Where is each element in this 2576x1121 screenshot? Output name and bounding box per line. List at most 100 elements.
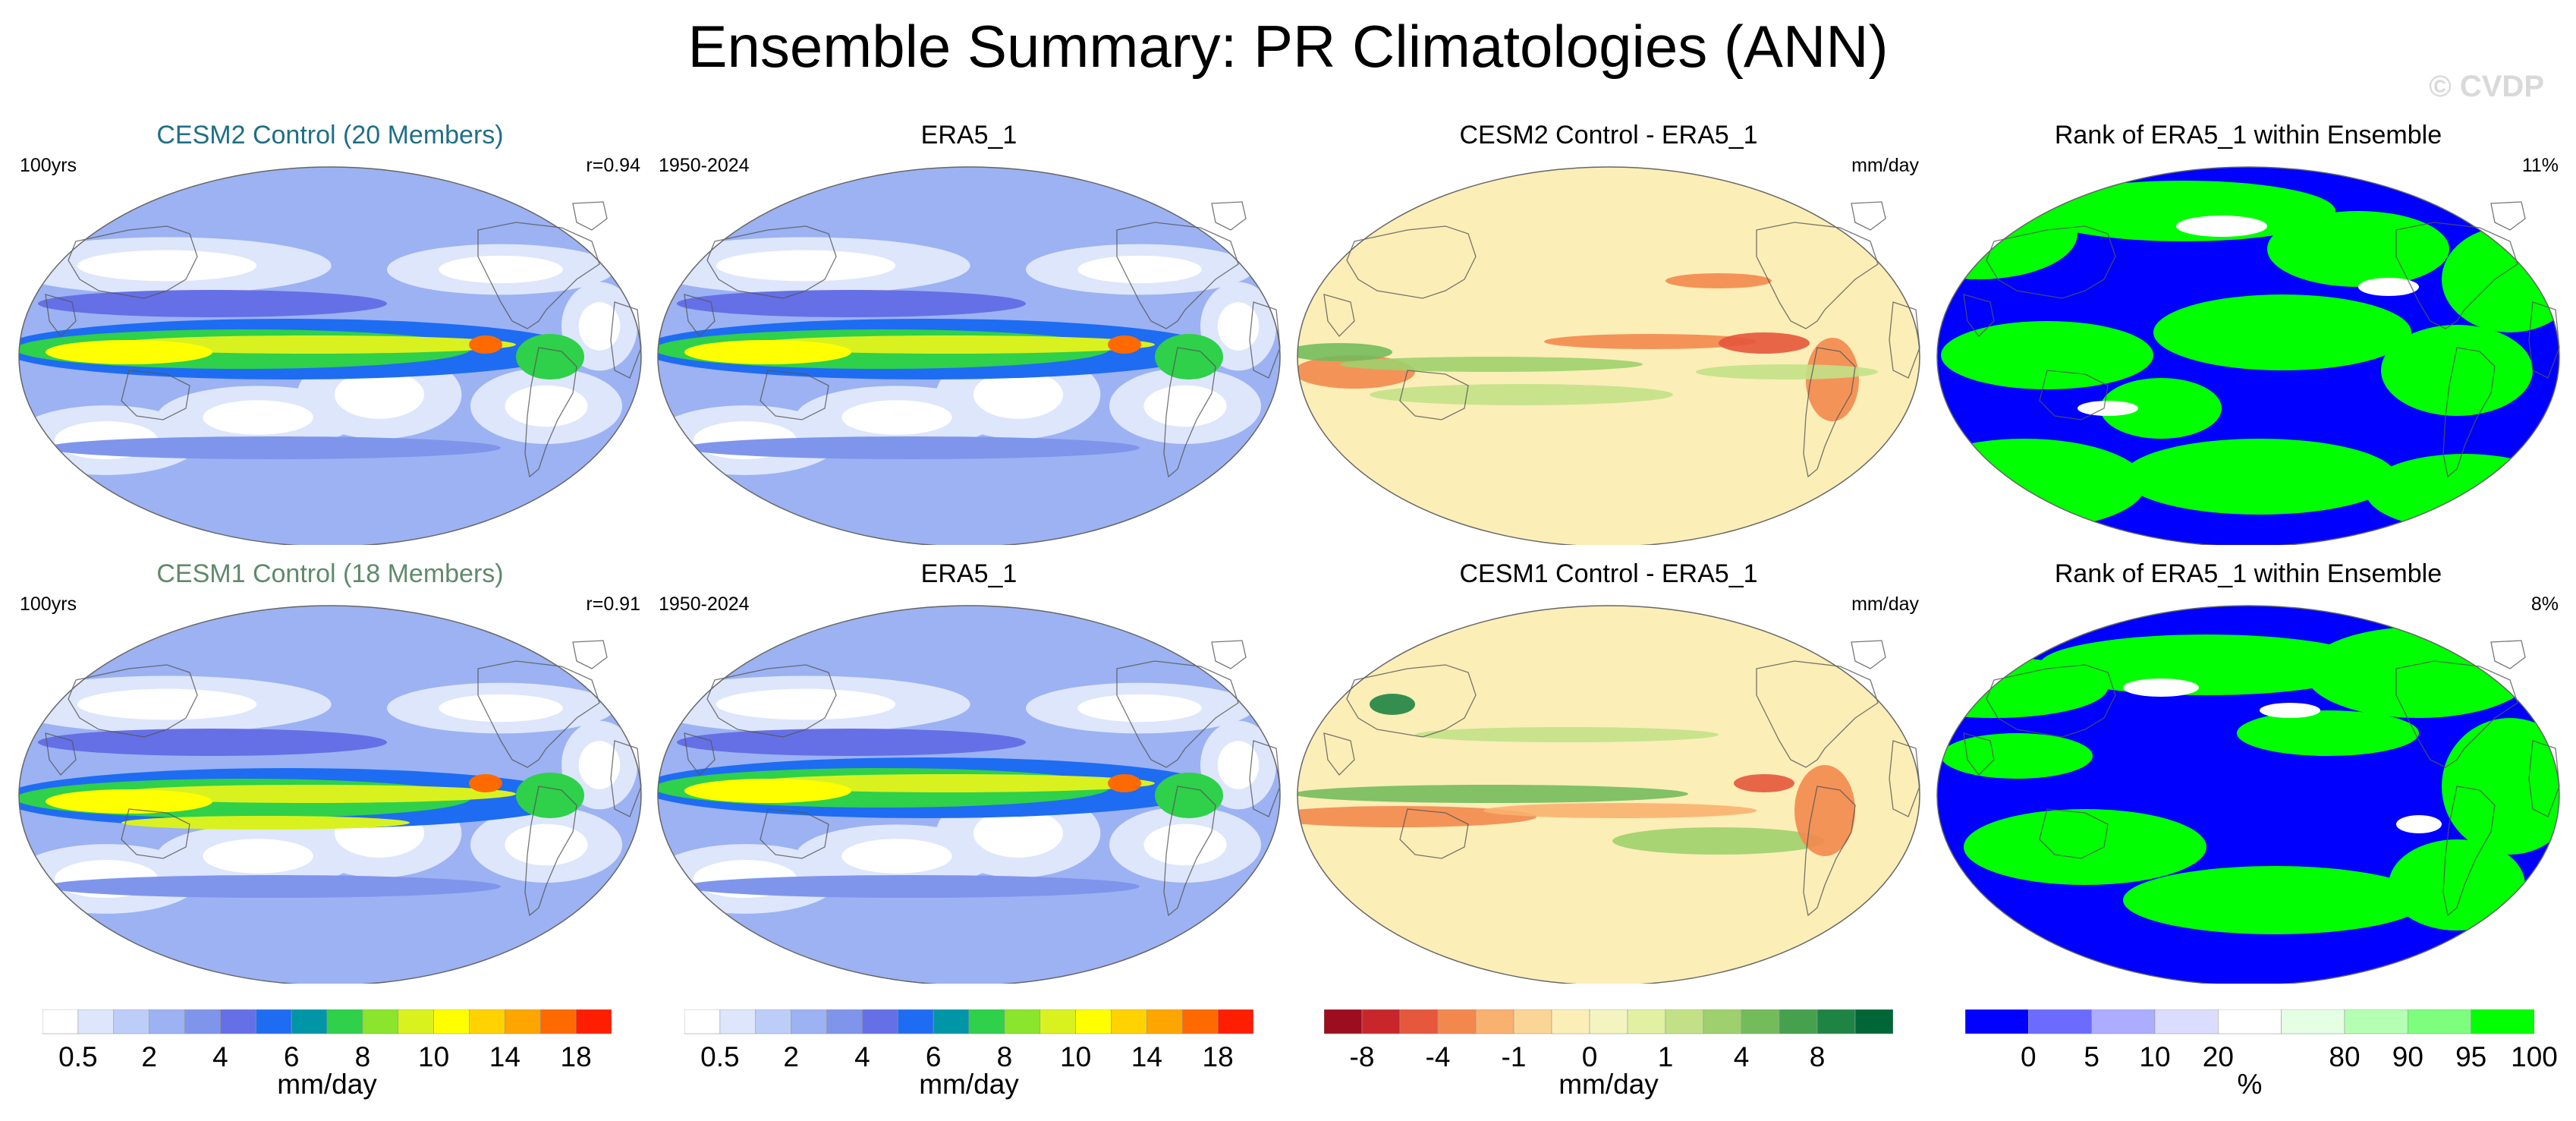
dry-core [578, 302, 621, 351]
panel-percent-label: 11% [2521, 155, 2559, 176]
colorbar-tick-label: -8 [1349, 1041, 1375, 1072]
colorbar-swatch [149, 1009, 185, 1034]
map-border [18, 166, 642, 545]
dry-core [203, 839, 313, 874]
colorbar-swatch [42, 1009, 79, 1034]
diff-anomaly [1297, 806, 1536, 827]
coastline [1323, 294, 1355, 337]
coastline [760, 370, 829, 420]
dry-core [1143, 385, 1227, 427]
coastline [1399, 370, 1469, 420]
storm-track [677, 290, 1026, 317]
diff-anomaly [1415, 727, 1719, 742]
rank-high-region [1964, 809, 2206, 885]
precip-max [469, 774, 502, 792]
coastline [572, 640, 608, 669]
diff-anomaly [1339, 357, 1643, 372]
panel-title: CESM1 Control - ERA5_1 [1459, 559, 1758, 588]
diff-anomaly [1734, 774, 1794, 792]
colorbar-swatch [1779, 1009, 1818, 1034]
precip-map [18, 166, 642, 545]
coastlines [45, 201, 642, 478]
coastline [1211, 201, 1247, 231]
colorbar-tick-label: -4 [1425, 1041, 1451, 1072]
coastline [1249, 301, 1281, 379]
storm-track [46, 875, 501, 898]
panel-title: Rank of ERA5_1 within Ensemble [2054, 121, 2442, 150]
dry-core [1077, 694, 1202, 723]
dry-core [973, 809, 1064, 858]
colorbar-tick-label: -1 [1501, 1041, 1527, 1072]
colorbar-tick-label: 100 [2511, 1041, 2558, 1072]
diff-anomaly [1370, 694, 1415, 715]
storm-track [38, 729, 387, 756]
colorbar-swatch [220, 1009, 256, 1034]
rank-high-region [2153, 294, 2411, 370]
precip-field [658, 606, 1280, 984]
colorbar-swatch [1217, 1009, 1253, 1034]
dry-core [716, 250, 896, 282]
panel-title: ERA5_1 [920, 559, 1018, 588]
coastline [706, 225, 837, 299]
panel-title: Rank of ERA5_1 within Ensemble [2054, 559, 2442, 588]
colorbar-tick-label: 2 [783, 1041, 799, 1072]
dry-core [334, 370, 425, 419]
precip-max [1108, 335, 1141, 354]
rank-high-region [1941, 321, 2153, 389]
amazon-rain [516, 334, 584, 379]
coastline [2039, 370, 2109, 420]
map-border [657, 166, 1281, 545]
coastline [1986, 225, 2116, 299]
colorbar-swatch [719, 1009, 756, 1034]
colorbar-tick-label: 18 [560, 1041, 592, 1072]
dry-core [578, 741, 621, 789]
coastline [68, 225, 198, 299]
colorbar-swatch [1111, 1009, 1147, 1034]
panel-correlation-label: r=0.94 [586, 155, 640, 176]
colorbar-swatch [1475, 1009, 1514, 1034]
panel-title: CESM1 Control (18 Members) [156, 559, 504, 588]
colorbar-swatch [1854, 1009, 1893, 1034]
colorbar-swatch [1965, 1009, 2029, 1034]
dry-core [1077, 255, 1202, 284]
coastline [1756, 660, 1879, 768]
colorbar-tick-label: 4 [1733, 1041, 1750, 1072]
dry-core [1217, 741, 1260, 789]
colorbar-swatch [791, 1009, 827, 1034]
rank-high-region [1941, 733, 2093, 779]
colorbar-swatch [897, 1009, 934, 1034]
cvdp-watermark: © CVDP [2429, 70, 2544, 103]
colorbar-swatch [2344, 1009, 2408, 1034]
colorbar-swatch [862, 1009, 898, 1034]
panel-unit-label: mm/day [1851, 594, 1919, 615]
colorbar-swatch [1816, 1009, 1856, 1034]
colorbar-swatch [539, 1009, 577, 1034]
coastline [1116, 222, 1239, 329]
panel-cesm1-climatology: CESM1 Control (18 Members) 100yrs r=0.91 [15, 559, 645, 984]
rank-map [1936, 166, 2560, 545]
warm-pool [46, 340, 212, 364]
colorbar-tick-label: 10 [1060, 1041, 1092, 1072]
panel-cesm2-minus-era5: CESM2 Control - ERA5_1 mm/day [1294, 120, 1923, 545]
rank-mid-region [2176, 216, 2267, 237]
colorbar-tick-label: 8 [1809, 1041, 1826, 1072]
colorbar-swatch [1741, 1009, 1780, 1034]
colorbar-swatches [42, 1009, 612, 1034]
coastline [45, 732, 77, 776]
coastline [706, 664, 837, 738]
precip-field [19, 606, 641, 984]
precip-max [1108, 774, 1141, 792]
rank-high-region [2381, 325, 2533, 416]
diff-anomaly [1612, 827, 1825, 855]
diff-anomaly [1544, 334, 1757, 349]
dry-core [203, 400, 313, 435]
panel-unit-label: mm/day [1851, 155, 1919, 176]
coastline [1851, 201, 1886, 231]
storm-track [677, 729, 1026, 756]
dry-core [505, 385, 588, 427]
colorbar-tick-label: 0 [1581, 1041, 1598, 1072]
precip-max [469, 335, 502, 354]
coastline [1851, 640, 1886, 669]
coastlines [684, 640, 1281, 917]
colorbar-swatch [1324, 1009, 1363, 1034]
